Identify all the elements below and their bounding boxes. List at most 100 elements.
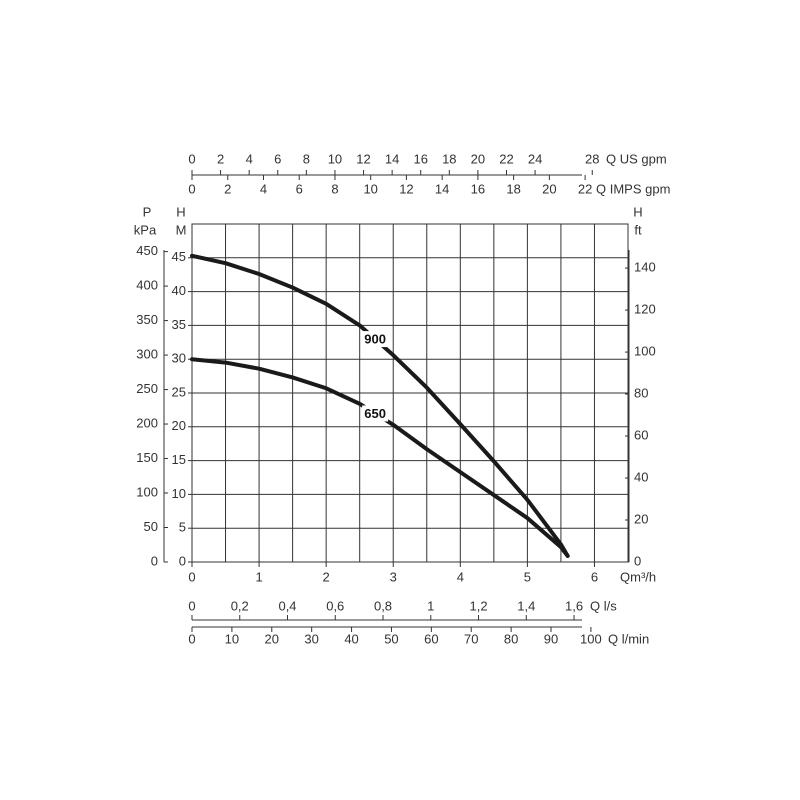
axis-tick-label: 0 xyxy=(151,553,158,568)
axis-unit: kPa xyxy=(134,222,157,237)
y-tick-label: 40 xyxy=(172,283,186,298)
y-tick-label: 20 xyxy=(172,418,186,433)
axis-tick-label: 40 xyxy=(344,631,358,646)
axis-tick-label: 300 xyxy=(136,346,158,361)
x-axis-title: Qm³/h xyxy=(620,569,656,584)
curve xyxy=(190,253,570,558)
axis-tick-label: 100 xyxy=(634,343,656,358)
y-axis-symbol: H xyxy=(176,204,185,219)
axis-tick-label: 8 xyxy=(303,151,310,166)
axis-tick-label: 250 xyxy=(136,381,158,396)
axis-tick-label: 12 xyxy=(356,151,370,166)
axis-tick-label: 10 xyxy=(225,631,239,646)
axis-tick-label: 80 xyxy=(634,385,648,400)
axis-tick-label: 60 xyxy=(634,427,648,442)
axis-title: Q l/s xyxy=(590,598,617,613)
axis-tick-label: 60 xyxy=(424,631,438,646)
axis-unit: ft xyxy=(634,222,642,237)
x-tick-label: 5 xyxy=(524,569,531,584)
axis-tick-label: 6 xyxy=(296,181,303,196)
axis-tick-label: 1 xyxy=(427,598,434,613)
x-tick-label: 2 xyxy=(323,569,330,584)
axis-tick-label: 40 xyxy=(634,469,648,484)
x-tick-label: 3 xyxy=(390,569,397,584)
axis-tick-label: 22 xyxy=(578,181,592,196)
axis-tick-label: 120 xyxy=(634,302,656,317)
axis-tick-label: 10 xyxy=(363,181,377,196)
axis-tick-label: 0,4 xyxy=(278,598,296,613)
y-tick-label: 30 xyxy=(172,351,186,366)
axis-tick-label: 0,2 xyxy=(231,598,249,613)
y-tick-label: 15 xyxy=(172,452,186,467)
axis-tick-label: 20 xyxy=(542,181,556,196)
y-axis-unit: M xyxy=(176,222,187,237)
axis-tick-label: 0 xyxy=(188,181,195,196)
axis-tick-label: 50 xyxy=(384,631,398,646)
axis-tick-label: 50 xyxy=(144,519,158,534)
axis-tick-label: 70 xyxy=(464,631,478,646)
axis-tick-label: 100 xyxy=(580,631,602,646)
y-tick-label: 25 xyxy=(172,384,186,399)
axis-tick-label: 1,2 xyxy=(469,598,487,613)
axis-tick-label: 140 xyxy=(634,260,656,275)
axis-tick-label: 16 xyxy=(471,181,485,196)
axis-tick-label: 16 xyxy=(413,151,427,166)
axis-tick-label: 80 xyxy=(504,631,518,646)
y-tick-label: 0 xyxy=(179,553,186,568)
axis-symbol: P xyxy=(143,204,152,219)
axis-tick-label: 0,8 xyxy=(374,598,392,613)
axis-tick-label: 150 xyxy=(136,450,158,465)
axis-tick-label: 10 xyxy=(328,151,342,166)
x-tick-label: 1 xyxy=(255,569,262,584)
axis-title: Q IMPS gpm xyxy=(596,181,670,196)
curve xyxy=(190,357,570,558)
axis-symbol: H xyxy=(633,204,642,219)
axis-tick-label: 4 xyxy=(260,181,267,196)
axis-tick-label: 14 xyxy=(385,151,399,166)
curve-label: 900 xyxy=(364,332,386,347)
y-tick-label: 45 xyxy=(172,249,186,264)
axis-tick-label: 1,6 xyxy=(565,598,583,613)
axis-tick-label: 450 xyxy=(136,243,158,258)
axis-tick-label: 28 xyxy=(585,151,599,166)
axis-tick-label: 350 xyxy=(136,312,158,327)
x-tick-label: 6 xyxy=(591,569,598,584)
curve-label-bg xyxy=(362,405,389,422)
axis-tick-label: 0 xyxy=(188,598,195,613)
curve-label-bg xyxy=(362,331,389,348)
axis-tick-label: 22 xyxy=(499,151,513,166)
x-tick-label: 0 xyxy=(188,569,195,584)
axis-tick-label: 2 xyxy=(224,181,231,196)
axis-tick-label: 0,6 xyxy=(326,598,344,613)
axis-tick-label: 100 xyxy=(136,484,158,499)
axis-tick-label: 8 xyxy=(331,181,338,196)
axis-tick-label: 1,4 xyxy=(517,598,535,613)
axis-tick-label: 20 xyxy=(265,631,279,646)
axis-tick-label: 6 xyxy=(274,151,281,166)
axis-tick-label: 30 xyxy=(304,631,318,646)
axis-tick-label: 20 xyxy=(634,511,648,526)
curve-label: 650 xyxy=(364,406,386,421)
axis-tick-label: 20 xyxy=(471,151,485,166)
axis-tick-label: 90 xyxy=(544,631,558,646)
axis-title: Q l/min xyxy=(608,631,649,646)
axis-tick-label: 400 xyxy=(136,278,158,293)
y-tick-label: 10 xyxy=(172,486,186,501)
axis-tick-label: 24 xyxy=(528,151,542,166)
x-tick-label: 4 xyxy=(457,569,464,584)
axis-tick-label: 12 xyxy=(399,181,413,196)
axis-tick-label: 14 xyxy=(435,181,449,196)
axis-tick-label: 18 xyxy=(442,151,456,166)
axis-tick-label: 0 xyxy=(634,553,641,568)
axis-tick-label: 0 xyxy=(188,151,195,166)
y-tick-label: 5 xyxy=(179,520,186,535)
axis-tick-label: 4 xyxy=(246,151,253,166)
axis-title: Q US gpm xyxy=(606,151,667,166)
axis-tick-label: 18 xyxy=(506,181,520,196)
axis-tick-label: 0 xyxy=(188,631,195,646)
axis-tick-label: 2 xyxy=(217,151,224,166)
y-tick-label: 35 xyxy=(172,317,186,332)
axis-tick-label: 200 xyxy=(136,415,158,430)
